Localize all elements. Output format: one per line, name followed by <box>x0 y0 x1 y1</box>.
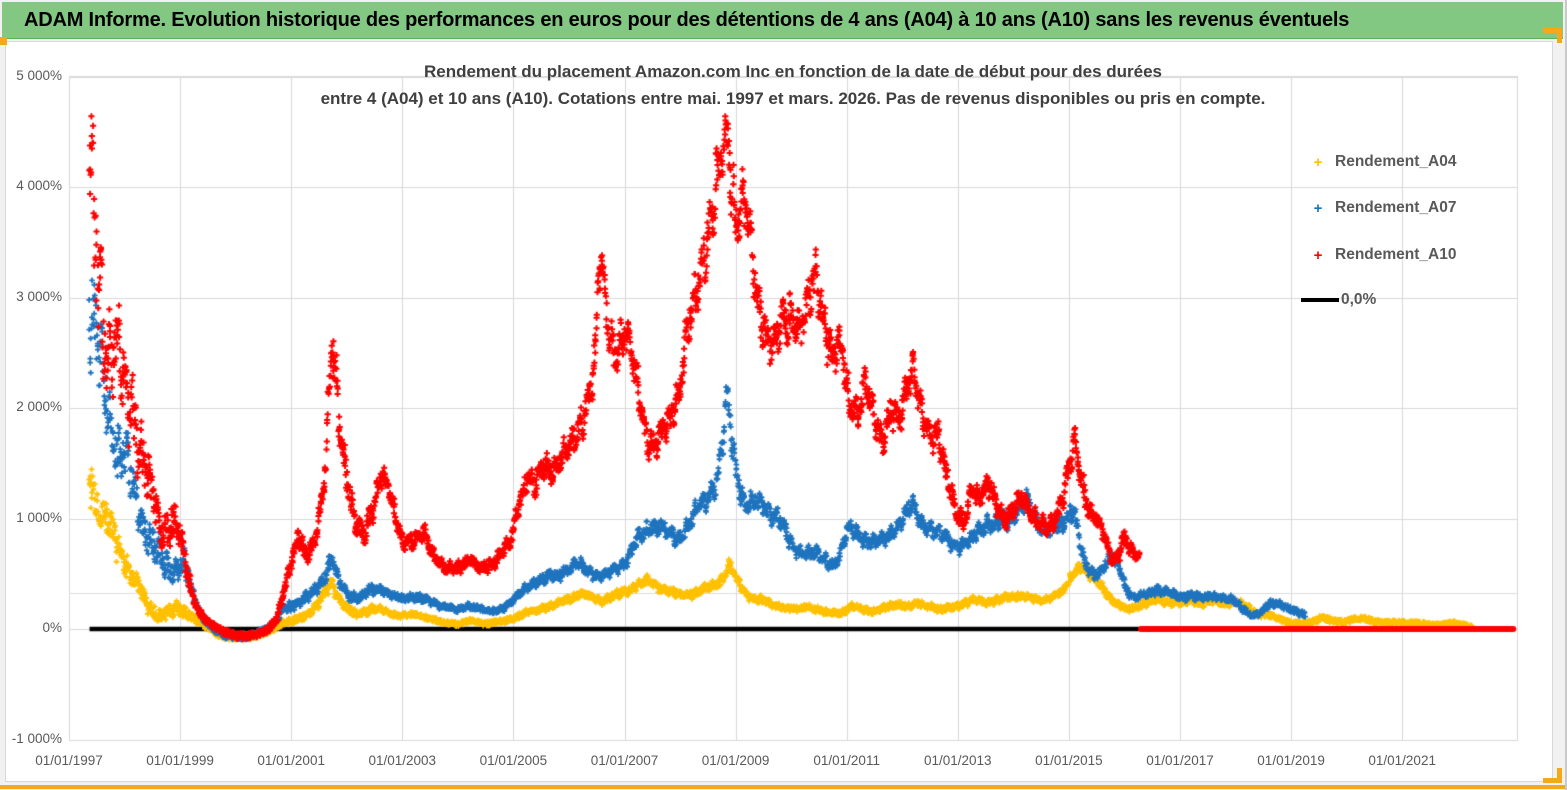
page-title: ADAM Informe. Evolution historique des p… <box>24 8 1350 31</box>
x-tick-label: 01/01/2019 <box>1257 753 1325 768</box>
legend-item-0-0-[interactable]: 0,0% <box>1301 288 1376 312</box>
header-bar: ADAM Informe. Evolution historique des p… <box>2 2 1563 39</box>
x-tick-label: 01/01/2003 <box>368 753 437 768</box>
selection-handle-top-left[interactable] <box>0 37 7 45</box>
y-tick-label: 3 000% <box>16 288 62 304</box>
chart-title-line2: entre 4 (A04) et 10 ans (A10). Cotations… <box>320 89 1266 108</box>
x-tick-label: 01/01/2017 <box>1146 753 1214 768</box>
x-tick-label: 01/01/2007 <box>590 753 659 768</box>
y-tick-label: 0% <box>42 620 62 635</box>
y-tick-label: 5 000% <box>16 67 62 83</box>
legend-plus-marker: + <box>1313 246 1323 264</box>
y-tick-label: 2 000% <box>16 399 62 414</box>
y-tick-label: 1 000% <box>16 509 62 525</box>
x-tick-label: 01/01/2011 <box>813 753 880 768</box>
legend-item-rendement-a07[interactable]: + Rendement_A07 <box>1301 196 1457 220</box>
legend-plus-marker: + <box>1313 199 1323 217</box>
x-tick-label: 01/01/2015 <box>1035 753 1103 768</box>
x-tick-label: 01/01/2005 <box>479 753 548 768</box>
chart-title-line1: Rendement du placement Amazon.com Inc en… <box>423 62 1163 81</box>
x-tick-label: 01/01/2001 <box>257 753 325 768</box>
x-tick-label: 01/01/1997 <box>35 753 103 768</box>
legend-label: 0,0% <box>1341 291 1377 308</box>
selection-handle-bottom-right[interactable] <box>1543 768 1562 783</box>
selection-strip-bottom <box>0 785 1565 789</box>
x-tick-label: 01/01/2009 <box>701 753 770 768</box>
legend-label: Rendement_A04 <box>1335 153 1457 170</box>
x-tick-label: 01/01/2013 <box>924 753 992 768</box>
legend-item-rendement-a10[interactable]: + Rendement_A10 <box>1301 243 1457 267</box>
legend-item-rendement-a04[interactable]: + Rendement_A04 <box>1301 150 1457 174</box>
x-tick-label: 01/01/2021 <box>1368 753 1436 768</box>
y-tick-label: -1 000% <box>11 730 62 746</box>
legend-label: Rendement_A10 <box>1335 246 1457 263</box>
y-tick-label: 4 000% <box>16 178 62 193</box>
legend-line-swatch <box>1301 298 1339 302</box>
selection-handle-top-right[interactable] <box>1543 28 1562 43</box>
x-tick-label: 01/01/1999 <box>146 753 214 768</box>
legend-plus-marker: + <box>1313 153 1323 171</box>
legend-label: Rendement_A07 <box>1335 199 1457 216</box>
